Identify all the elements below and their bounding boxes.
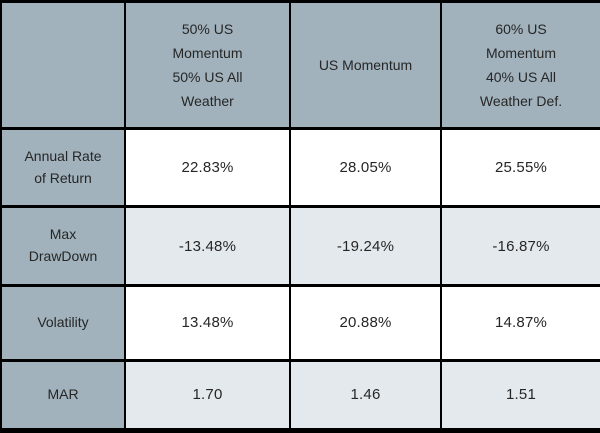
value-annual-return-mix-50-50: 22.83% (124, 127, 291, 209)
row-label-annual-return: Annual Rate of Return (0, 127, 126, 209)
value-max-drawdown-us-momentum: -19.24% (289, 205, 442, 287)
row-annual-rate-of-return: Annual Rate of Return 22.83% 28.05% 25.5… (0, 127, 600, 209)
row-label-mar: MAR (0, 358, 126, 433)
row-label-max-drawdown: Max DrawDown (0, 205, 126, 287)
value-mar-mix-50-50: 1.70 (124, 358, 291, 433)
row-mar: MAR 1.70 1.46 1.51 (0, 358, 600, 433)
value-annual-return-mix-60-40: 25.55% (440, 127, 600, 209)
value-max-drawdown-mix-50-50: -13.48% (124, 205, 291, 287)
corner-cell (0, 0, 126, 131)
row-label-volatility: Volatility (0, 283, 126, 362)
value-mar-us-momentum: 1.46 (289, 358, 442, 433)
col-header-us-momentum: US Momentum (289, 0, 442, 131)
row-max-drawdown: Max DrawDown -13.48% -19.24% -16.87% (0, 205, 600, 287)
value-annual-return-us-momentum: 28.05% (289, 127, 442, 209)
row-volatility: Volatility 13.48% 20.88% 14.87% (0, 283, 600, 362)
value-max-drawdown-mix-60-40: -16.87% (440, 205, 600, 287)
col-header-mix-50-50: 50% US Momentum 50% US All Weather (124, 0, 291, 131)
header-row: 50% US Momentum 50% US All Weather US Mo… (0, 0, 600, 131)
value-volatility-us-momentum: 20.88% (289, 283, 442, 362)
value-volatility-mix-50-50: 13.48% (124, 283, 291, 362)
value-mar-mix-60-40: 1.51 (440, 358, 600, 433)
col-header-mix-60-40: 60% US Momentum 40% US All Weather Def. (440, 0, 600, 131)
value-volatility-mix-60-40: 14.87% (440, 283, 600, 362)
